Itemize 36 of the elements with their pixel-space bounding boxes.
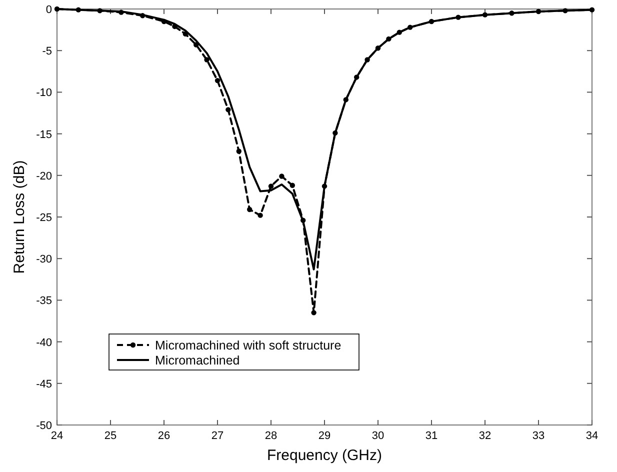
y-tick-label: -20 — [36, 170, 52, 182]
y-tick-label: -30 — [36, 254, 52, 266]
point — [236, 148, 242, 154]
point — [290, 182, 295, 188]
y-tick-label: -15 — [36, 128, 52, 141]
point — [214, 78, 220, 84]
y-tick-label: -50 — [36, 420, 52, 432]
y-tick-label: -5 — [42, 46, 52, 58]
y-tick-label: -45 — [36, 378, 52, 390]
y-tick-label: -25 — [36, 212, 52, 224]
point — [204, 57, 210, 62]
x-tick-label: 25 — [104, 430, 117, 442]
point — [279, 174, 284, 179]
x-tick-label: 27 — [211, 430, 224, 442]
y-axis-title: Return Loss (dB) — [11, 160, 28, 274]
x-axis-title: Frequency (GHz) — [266, 447, 382, 464]
x-tick-label: 26 — [158, 430, 170, 442]
legend-label: Micromachined — [155, 354, 240, 368]
legend-label: Micromachined with soft structure — [155, 338, 342, 352]
point — [268, 184, 274, 189]
point — [247, 206, 252, 212]
y-tick-label: -10 — [36, 87, 52, 100]
x-tick-label: 32 — [478, 430, 492, 442]
point — [258, 212, 263, 218]
x-tick-label: 33 — [532, 430, 545, 442]
point — [226, 107, 231, 112]
point — [311, 310, 316, 316]
x-tick-label: 29 — [318, 430, 331, 442]
x-tick-label: 28 — [264, 430, 278, 442]
x-tick-label: 30 — [372, 430, 384, 442]
x-tick-label: 24 — [50, 430, 64, 442]
y-tick-label: 0 — [46, 4, 52, 16]
y-tick-label: -35 — [36, 295, 52, 308]
x-tick-label: 31 — [425, 430, 438, 442]
x-tick-label: 34 — [586, 430, 598, 442]
y-tick-label: -40 — [36, 336, 52, 349]
